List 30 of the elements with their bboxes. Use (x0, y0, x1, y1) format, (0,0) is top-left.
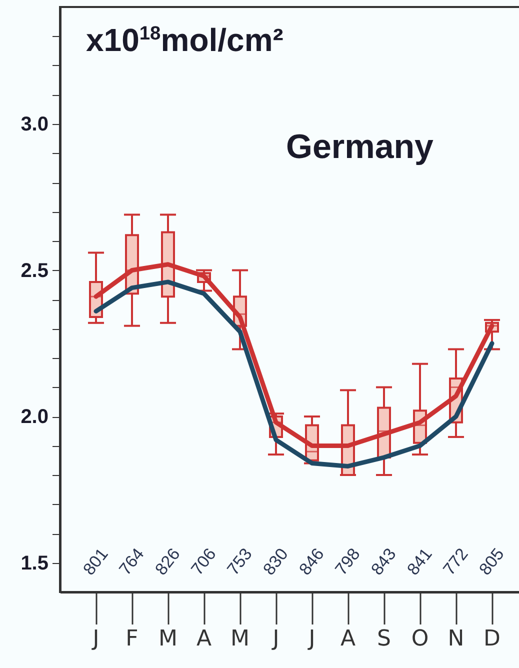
annotation: 846 (295, 544, 328, 579)
x-tick-label: A (340, 626, 356, 652)
y-axis-title: x10$^{18}$mol/cm² (86, 22, 284, 59)
text: Germany (286, 128, 434, 167)
annotation: 801 (79, 544, 112, 579)
annotation: 764 (115, 544, 148, 579)
annotation: 805 (475, 544, 508, 579)
annotation: 830 (259, 544, 292, 579)
y-tick-label: 2.0 (20, 406, 48, 428)
annotation: 753 (223, 544, 256, 579)
annotation: 772 (439, 544, 472, 579)
x-tick-label: J (90, 626, 100, 652)
y-tick-label: 2.5 (20, 260, 48, 282)
x-tick-label: A (196, 626, 212, 652)
y-tick-label: 1.5 (20, 552, 48, 574)
x-tick-label: S (377, 626, 391, 652)
annotation: 841 (403, 544, 436, 579)
x-tick-label: D (484, 626, 500, 652)
x-tick-label: J (306, 626, 316, 652)
x-tick-label: M (158, 626, 178, 652)
x-tick-label: F (126, 626, 138, 652)
y-tick-label: 3.0 (20, 114, 48, 136)
annotation: 826 (151, 544, 184, 579)
annotation: 706 (187, 544, 220, 579)
annotation: 798 (331, 544, 364, 579)
x-tick-label: N (448, 626, 464, 652)
annotation: 843 (367, 544, 400, 579)
x-tick-label: O (411, 626, 429, 652)
x-tick-label: M (230, 626, 250, 652)
x-tick-label: J (270, 626, 280, 652)
